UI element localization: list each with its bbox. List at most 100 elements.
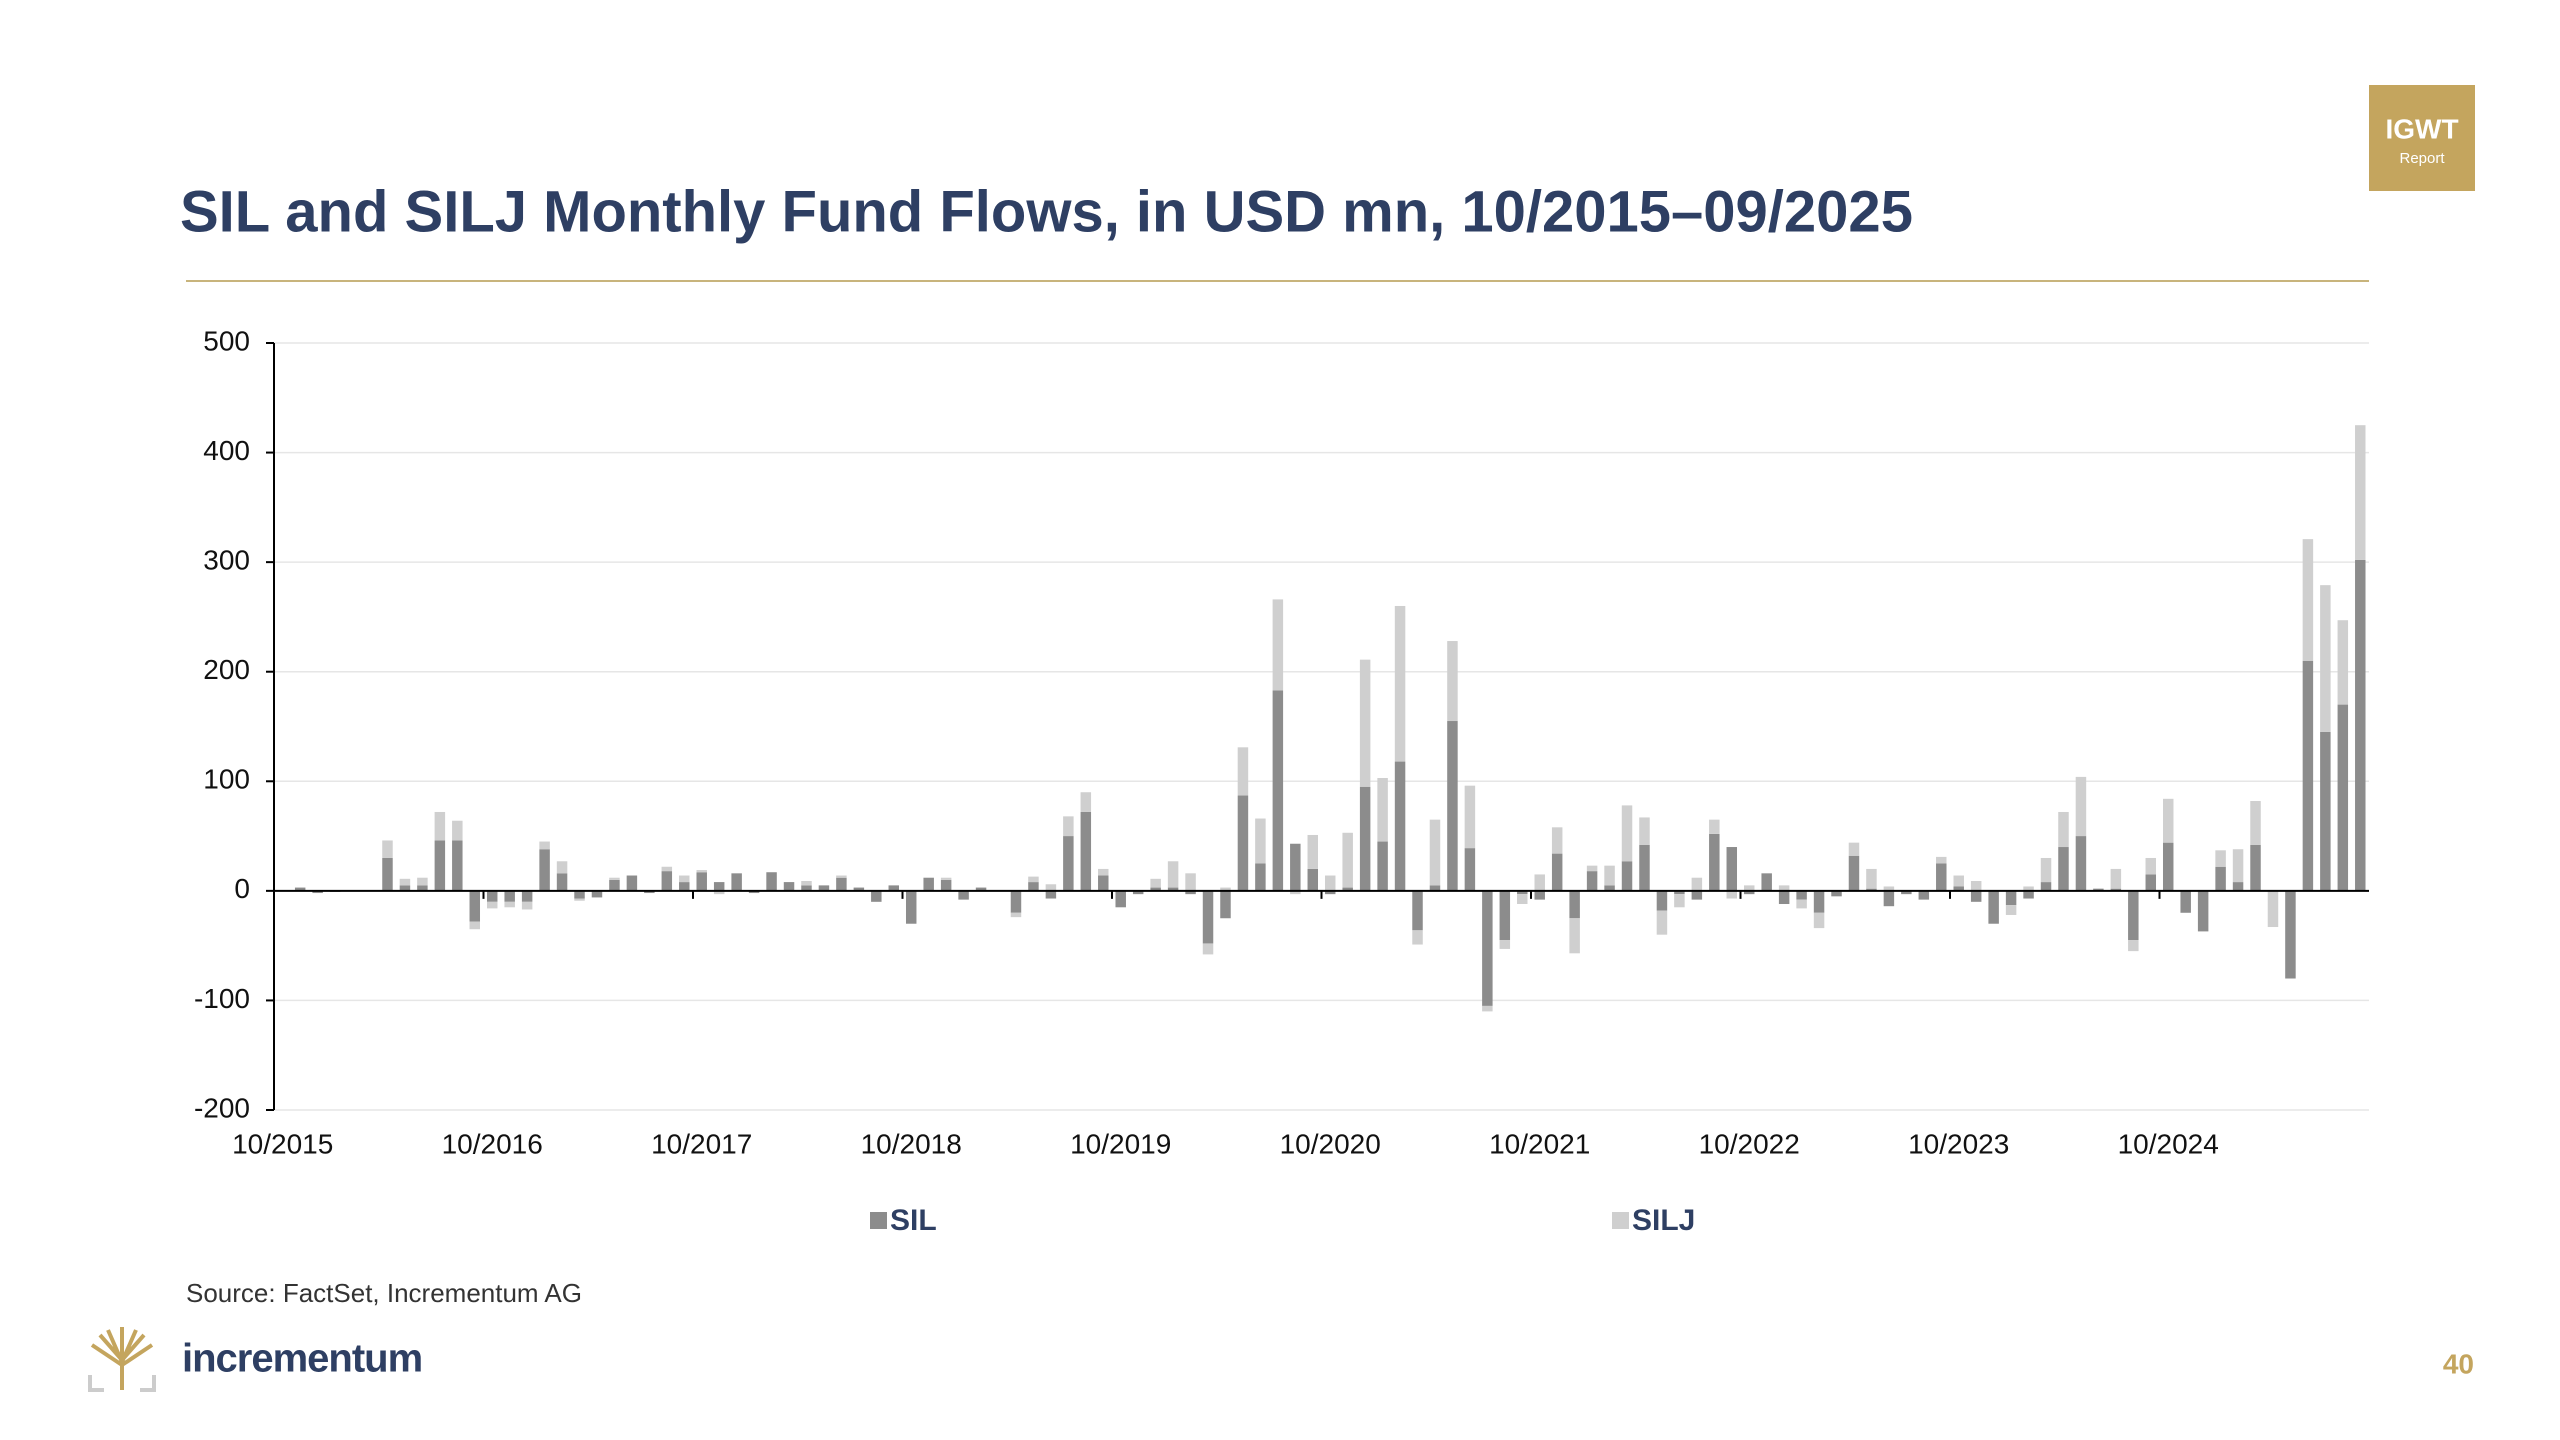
- x-tick-label: 10/2024: [2118, 1128, 2219, 1159]
- bar: [2075, 836, 2087, 891]
- page-number: 40: [2443, 1348, 2474, 1379]
- bar: [801, 880, 812, 886]
- bar: [1132, 890, 1144, 895]
- bar: [1499, 940, 1511, 949]
- bar: [1656, 890, 1668, 911]
- x-tick-label: 10/2017: [651, 1128, 752, 1159]
- bar: [1464, 848, 1476, 891]
- bar: [2023, 886, 2034, 891]
- bar: [294, 887, 306, 891]
- bar: [1202, 890, 1214, 944]
- legend-swatch: [870, 1212, 887, 1229]
- bar: [696, 870, 707, 873]
- bar: [2162, 842, 2174, 891]
- badge-text: IGWT: [2385, 113, 2458, 144]
- bar: [2075, 776, 2087, 837]
- bar: [1848, 842, 1860, 856]
- bar: [417, 885, 428, 891]
- bar: [2040, 857, 2052, 883]
- x-tick-label: 10/2015: [232, 1128, 333, 1159]
- bar: [1342, 832, 1353, 888]
- bar: [1272, 599, 1284, 691]
- bar: [2355, 559, 2366, 891]
- bar: [1604, 865, 1615, 886]
- bar: [836, 877, 847, 891]
- bar: [1743, 885, 1755, 891]
- bar: [1621, 861, 1633, 891]
- bar: [1883, 890, 1895, 907]
- bar: [2302, 660, 2314, 891]
- bar: [2005, 890, 2017, 906]
- bar: [504, 890, 515, 902]
- y-tick-label: 300: [203, 545, 250, 576]
- legend-label: SIL: [890, 1204, 937, 1237]
- bar: [1447, 721, 1458, 891]
- x-tick-label: 10/2021: [1489, 1128, 1590, 1159]
- bar: [2267, 890, 2279, 928]
- bar: [2337, 704, 2349, 891]
- bar: [1185, 873, 1196, 891]
- bar: [1691, 877, 1703, 891]
- logo-text: incrementum: [182, 1337, 422, 1381]
- bar: [679, 882, 690, 891]
- bar: [818, 885, 830, 891]
- bar: [382, 857, 393, 891]
- bar: [626, 875, 638, 891]
- x-tick-label: 10/2016: [442, 1128, 543, 1159]
- bar: [2285, 890, 2296, 979]
- bar: [1953, 886, 1964, 891]
- bar: [1167, 887, 1179, 891]
- bar: [2337, 620, 2349, 705]
- bar: [417, 877, 428, 886]
- badge: [2369, 85, 2475, 191]
- bar: [1307, 834, 1319, 869]
- bar: [1237, 795, 1249, 891]
- bar: [504, 901, 515, 908]
- chart-title: SIL and SILJ Monthly Fund Flows, in USD …: [180, 179, 1913, 244]
- bar: [2197, 890, 2209, 932]
- badge-sub: Report: [2399, 150, 2445, 167]
- bar: [1429, 885, 1441, 891]
- bar: [1639, 817, 1650, 845]
- bar: [452, 840, 463, 891]
- bar: [1098, 875, 1109, 891]
- legend-label: SILJ: [1632, 1204, 1695, 1237]
- bar: [2128, 940, 2139, 952]
- x-tick-label: 10/2023: [1908, 1128, 2009, 1159]
- bar: [923, 877, 934, 891]
- bar: [1150, 878, 1161, 888]
- bar: [783, 882, 795, 891]
- bar: [556, 861, 568, 874]
- bar: [2250, 844, 2261, 891]
- bar: [661, 871, 673, 891]
- bar: [2162, 798, 2174, 843]
- bar: [1080, 811, 1092, 891]
- bar: [1743, 890, 1755, 895]
- y-tick-label: -100: [194, 983, 250, 1014]
- bar: [1656, 910, 1668, 935]
- bar: [661, 866, 673, 872]
- x-tick-label: 10/2020: [1280, 1128, 1381, 1159]
- bar: [1342, 887, 1353, 891]
- bar: [2215, 850, 2226, 867]
- bar: [2023, 890, 2034, 899]
- bar: [1098, 868, 1109, 876]
- bar: [871, 890, 882, 902]
- bar: [1394, 761, 1406, 891]
- y-tick-label: 0: [234, 873, 250, 904]
- bar: [1080, 792, 1092, 812]
- bar: [2302, 539, 2314, 661]
- bar: [2320, 585, 2331, 732]
- bar: [574, 898, 585, 901]
- bar: [1167, 861, 1179, 888]
- bar: [1359, 786, 1371, 891]
- bar: [1010, 890, 1022, 913]
- bar: [556, 873, 568, 891]
- bar: [1045, 890, 1057, 899]
- bar: [574, 890, 585, 899]
- bar: [1586, 871, 1598, 891]
- bar: [2093, 888, 2104, 891]
- bar: [1482, 1005, 1493, 1012]
- bar: [1517, 894, 1528, 905]
